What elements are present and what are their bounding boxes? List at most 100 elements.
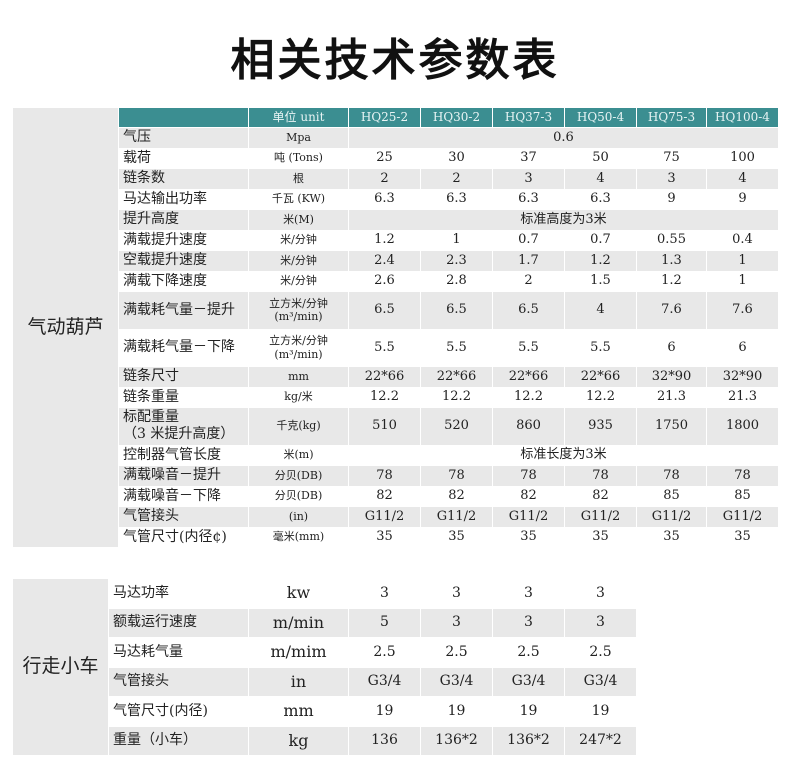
row-label: 满载下降速度 (118, 270, 249, 292)
value-cell: 35 (706, 526, 779, 548)
header-cell: HQ100-4 (706, 107, 779, 128)
value-cell: 1.2 (636, 270, 707, 292)
row-label: 链条重量 (118, 386, 249, 408)
value-cell: 6.3 (348, 188, 421, 210)
value-cell: 2.8 (420, 270, 493, 292)
unit-cell: 米/分钟 (248, 250, 349, 272)
value-cell: 2.5 (492, 637, 565, 668)
value-cell: 78 (492, 465, 565, 487)
value-cell: 85 (636, 485, 707, 507)
header-cell: HQ50-4 (564, 107, 637, 128)
table-row: 满载耗气量－提升 立方米/分钟 (m³/min) 6.5 6.5 6.5 4 7.6 7.6 (13, 291, 779, 330)
value-cell: 19 (564, 696, 637, 727)
value-cell: 82 (564, 485, 637, 507)
table-row: 行走小车 马达功率 kw 3 3 3 3 (12, 578, 637, 756)
unit-cell: 米(m) (248, 444, 349, 466)
value-cell: 520 (420, 407, 493, 446)
value-cell: 78 (564, 465, 637, 487)
value-cell: 100 (706, 147, 779, 169)
unit-cell: kg/米 (248, 386, 349, 408)
value-cell: 37 (492, 147, 565, 169)
value-cell: 0.7 (564, 229, 637, 251)
unit-cell: mm (248, 366, 349, 388)
value-cell: 5.5 (492, 328, 565, 367)
value-cell: 78 (348, 465, 421, 487)
unit-cell: m/min (248, 607, 349, 638)
value-cell: G11/2 (348, 506, 421, 528)
unit-cell: 千克(kg) (248, 407, 349, 446)
unit-cell: 立方米/分钟 (m³/min) (248, 328, 349, 367)
value-cell: 22*66 (420, 366, 493, 388)
value-cell: 1800 (706, 407, 779, 446)
unit-cell: 根 (248, 168, 349, 190)
value-cell: 3 (420, 578, 493, 609)
value-cell: 5.5 (348, 328, 421, 367)
value-cell: 0.55 (636, 229, 707, 251)
value-cell: 21.3 (706, 386, 779, 408)
value-cell: 35 (564, 526, 637, 548)
value-cell: 2 (420, 168, 493, 190)
table-row: 满载耗气量－下降 立方米/分钟 (m³/min) 5.5 5.5 5.5 5.5 6 6 (13, 328, 779, 367)
value-cell: 30 (420, 147, 493, 169)
unit-cell: 米(M) (248, 209, 349, 231)
value-cell: 32*90 (636, 366, 707, 388)
value-cell: 85 (706, 485, 779, 507)
value-cell: 1 (706, 270, 779, 292)
table-row: 标配重量 （3 米提升高度） 千克(kg) 510 520 860 935 1750 1800 (13, 407, 779, 446)
table-row: 气管接头 (in) G11/2 G11/2 G11/2 G11/2 G11/2 G11/2 (13, 506, 779, 528)
table-row: 气管尺寸(内径¢) 毫米(mm) 35 35 35 35 35 35 (13, 526, 779, 548)
value-cell: G3/4 (348, 666, 421, 697)
row-label: 标配重量 （3 米提升高度） (118, 407, 249, 446)
value-cell: 2 (348, 168, 421, 190)
value-cell: 7.6 (706, 291, 779, 330)
value-cell: 510 (348, 407, 421, 446)
value-cell: 4 (564, 291, 637, 330)
unit-cell: Mpa (248, 127, 349, 149)
value-cell: 35 (420, 526, 493, 548)
header-cell: HQ75-3 (636, 107, 707, 128)
row-label: 气管接头 (108, 666, 249, 697)
row-label: 控制器气管长度 (118, 444, 249, 466)
value-cell: 21.3 (636, 386, 707, 408)
value-cell: 1.5 (564, 270, 637, 292)
value-cell: 12.2 (420, 386, 493, 408)
row-label: 链条尺寸 (118, 366, 249, 388)
value-cell: 50 (564, 147, 637, 169)
value-cell: G3/4 (564, 666, 637, 697)
unit-cell: 米/分钟 (248, 229, 349, 251)
value-cell: 78 (420, 465, 493, 487)
value-cell: 2.3 (420, 250, 493, 272)
group-label: 行走小车 (12, 578, 109, 756)
value-cell: 6.3 (492, 188, 565, 210)
value-cell: 4 (564, 168, 637, 190)
row-label: 气管尺寸(内径) (108, 696, 249, 727)
value-cell: 3 (420, 607, 493, 638)
value-cell: 19 (492, 696, 565, 727)
unit-cell: kg (248, 725, 349, 756)
unit-cell: 立方米/分钟 (m³/min) (248, 291, 349, 330)
table-row: 马达输出功率 千瓦 (KW) 6.3 6.3 6.3 6.3 9 9 (13, 188, 779, 210)
value-cell: 标准长度为3米 (348, 444, 779, 466)
value-cell: 2.5 (420, 637, 493, 668)
value-cell: 3 (492, 168, 565, 190)
table-row: 气管尺寸(内径) mm 19 19 19 19 (13, 696, 637, 727)
value-cell: 9 (706, 188, 779, 210)
value-cell: 6.5 (348, 291, 421, 330)
value-cell: 5 (348, 607, 421, 638)
table-row: 满载提升速度 米/分钟 1.2 1 0.7 0.7 0.55 0.4 (13, 229, 779, 251)
hoist-table: 气动葫芦 单位 unit HQ25-2 HQ30-2 HQ37-3 HQ50-4 HQ75-… (12, 107, 779, 548)
row-label: 满载耗气量－下降 (118, 328, 249, 367)
row-label: 马达功率 (108, 578, 249, 609)
value-cell: 2.6 (348, 270, 421, 292)
table-row: 马达耗气量 m/mim 2.5 2.5 2.5 2.5 (13, 637, 637, 668)
value-cell: 6 (706, 328, 779, 367)
value-cell: 6.3 (564, 188, 637, 210)
value-cell: 1 (420, 229, 493, 251)
table-row: 重量（小车） kg 136 136*2 136*2 247*2 (13, 725, 637, 756)
value-cell: 3 (564, 607, 637, 638)
table-row: 满载噪音－下降 分贝(DB) 82 82 82 82 85 85 (13, 485, 779, 507)
value-cell: 22*66 (348, 366, 421, 388)
value-cell: 7.6 (636, 291, 707, 330)
value-cell: 4 (706, 168, 779, 190)
value-cell: 3 (636, 168, 707, 190)
